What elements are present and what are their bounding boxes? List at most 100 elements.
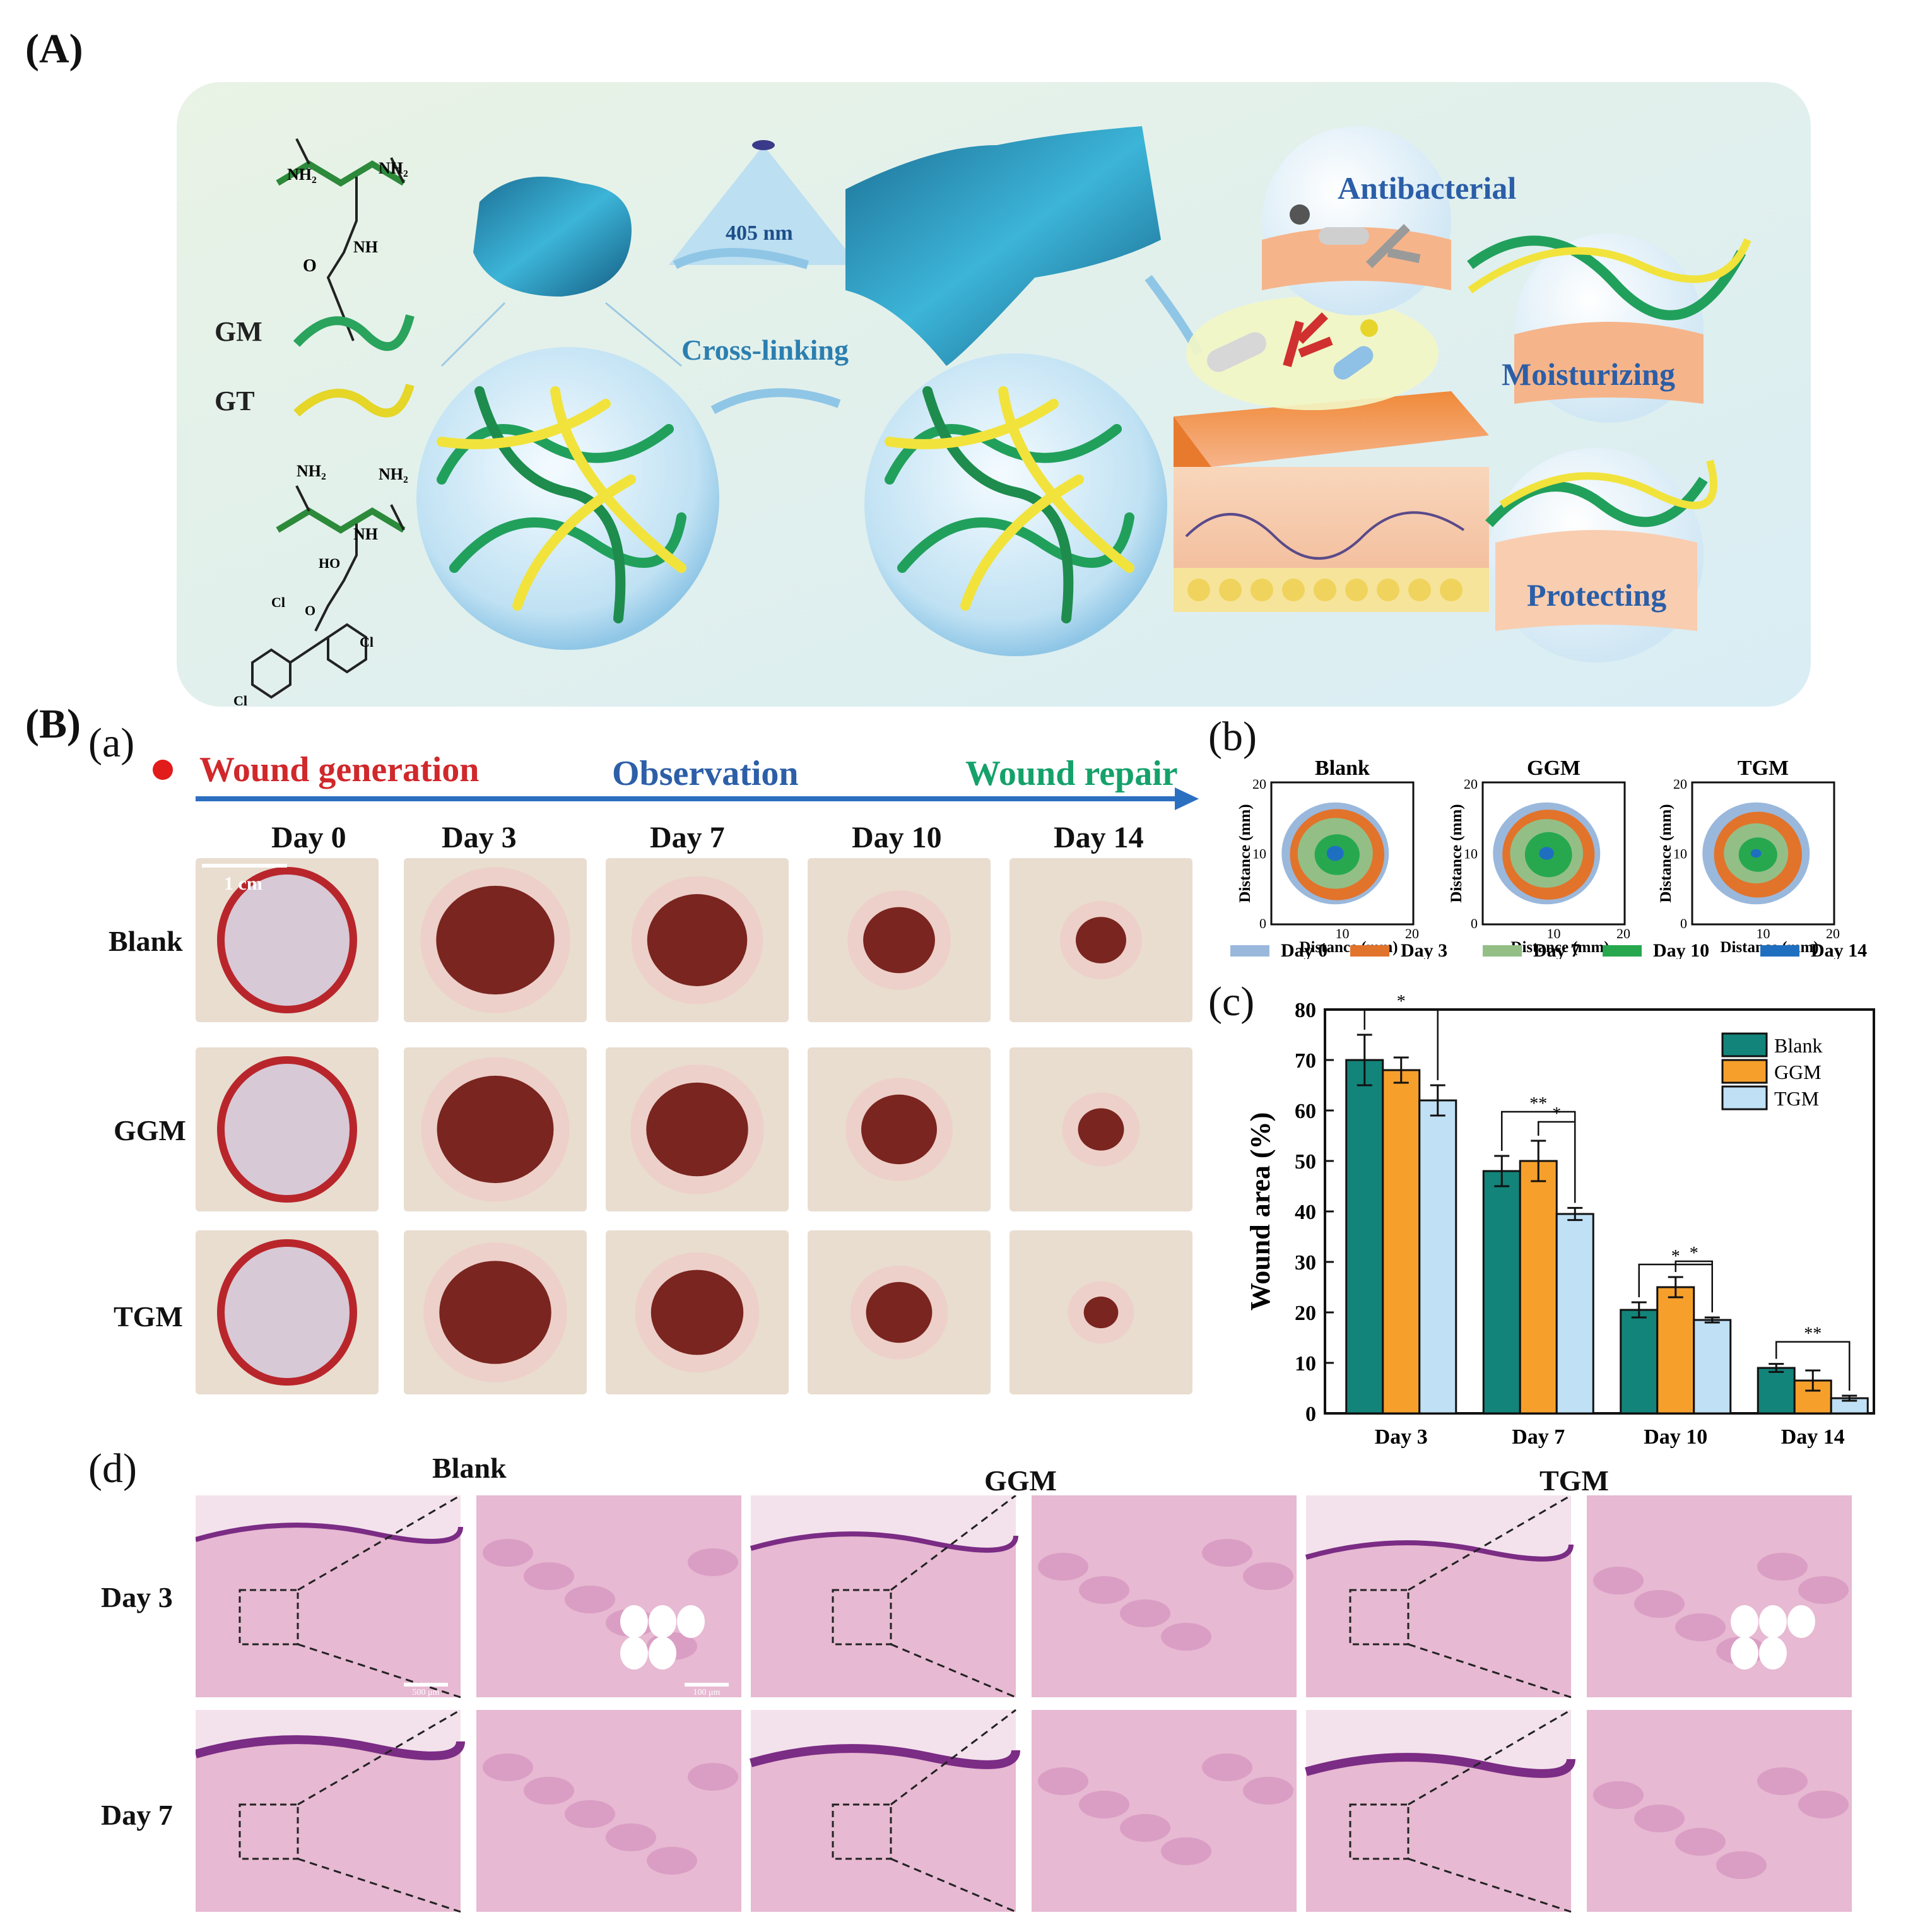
trace-y-label: Distance (mm) [1237, 804, 1254, 902]
amine-label: NH [353, 525, 378, 543]
atom-label: O [303, 256, 317, 276]
legend-label: Day 10 [1653, 940, 1709, 959]
cell-cluster [524, 1777, 574, 1805]
zoom-connector [1408, 1643, 1572, 1699]
row-label-blank: Blank [109, 925, 183, 957]
epidermis-layer [1305, 1753, 1575, 1778]
cell-cluster [1634, 1590, 1685, 1618]
cell-cluster [1161, 1623, 1211, 1651]
significance-mark: * [1552, 1104, 1561, 1124]
legend-label: TGM [1774, 1087, 1819, 1110]
trace-tick: 10 [1757, 926, 1770, 941]
tissue-section [1306, 1543, 1571, 1697]
wound-mark [1076, 917, 1126, 963]
column-label-day7: Day 7 [650, 821, 725, 854]
timeline: Wound generation Observation Wound repai… [153, 750, 1199, 810]
histology-zoom [476, 1495, 741, 1697]
cell-cluster [647, 1847, 697, 1875]
y-tick-label: 30 [1295, 1251, 1316, 1275]
legend-label: Day 0 [1281, 940, 1327, 959]
trace-tick: 20 [1464, 776, 1478, 792]
wound-mark [646, 1082, 748, 1177]
crosslinked-network-bubble [864, 353, 1167, 656]
x-tick-label: Day 3 [1375, 1425, 1428, 1449]
light-beam [669, 145, 858, 265]
scale-bar-label: 100 μm [693, 1688, 721, 1697]
trace-tick: 10 [1547, 926, 1561, 941]
cell-cluster [1716, 1851, 1767, 1879]
histology-images: 500 μm 100 μm [196, 1495, 1852, 1913]
significance-mark: ** [1804, 1324, 1822, 1344]
row-label-ggm: GGM [114, 1114, 186, 1146]
cell-cluster [1079, 1791, 1129, 1818]
zoom-connector [890, 1858, 1016, 1913]
tissue-section [751, 1748, 1016, 1912]
tissue-section [196, 1525, 461, 1697]
trace-y-label: Distance (mm) [1657, 804, 1675, 902]
cell-cluster [1079, 1576, 1129, 1604]
row-label-tgm: TGM [114, 1300, 183, 1333]
legend-label: Day 14 [1811, 940, 1867, 959]
trace-tick: 10 [1464, 846, 1478, 862]
amine-label: NH₂ [297, 462, 326, 480]
cell-cluster [565, 1586, 615, 1613]
cell-cluster [1675, 1828, 1726, 1856]
scale-bar-label: 1 cm [224, 873, 262, 894]
cell-cluster [1675, 1613, 1726, 1641]
histology-group-tgm: TGM [1539, 1464, 1609, 1497]
cell-cluster [565, 1800, 615, 1828]
trace-tick: 20 [1252, 776, 1266, 792]
y-tick-label: 40 [1295, 1201, 1316, 1224]
bar [1693, 1319, 1732, 1415]
bar [1382, 1069, 1421, 1415]
crosslinked-gel [845, 126, 1161, 366]
atom-label: O [305, 603, 315, 618]
cell-cluster [606, 1823, 656, 1851]
epidermis-layer [750, 1744, 1020, 1769]
legend-swatch [1603, 945, 1642, 957]
cell-cluster [483, 1539, 533, 1567]
y-tick-label: 0 [1305, 1403, 1316, 1426]
trace-y-label: Distance (mm) [1448, 804, 1465, 902]
adipocyte [677, 1605, 705, 1638]
bar [1620, 1309, 1659, 1415]
trace-tick: 20 [1405, 926, 1419, 941]
adipocyte [1731, 1637, 1758, 1670]
adipocyte [620, 1637, 648, 1670]
trace-tick: 20 [1673, 776, 1687, 792]
zoom-connector [890, 1643, 1016, 1699]
amine-label: NH [353, 238, 378, 256]
trace-title: TGM [1738, 757, 1789, 780]
cell-cluster [1202, 1539, 1252, 1567]
trace-contour [1326, 845, 1344, 861]
precursor-gel [473, 177, 632, 297]
epidermis-layer [196, 1523, 463, 1544]
histology-zoom [1032, 1495, 1297, 1697]
wound-photos: 1 cm [196, 858, 1192, 1394]
trace-tick: 10 [1252, 846, 1266, 862]
cell-cluster [1757, 1767, 1808, 1795]
y-tick-label: 20 [1295, 1302, 1316, 1325]
bar [1418, 1099, 1457, 1415]
wound-mark [217, 1056, 357, 1203]
amine-label: NH₂ [379, 465, 408, 483]
atom-label: Cl [271, 594, 285, 610]
y-axis-label: Wound area (%) [1245, 1112, 1276, 1311]
legend-label: Blank [1774, 1034, 1822, 1057]
cell-cluster [1243, 1777, 1293, 1805]
epidermis-layer [750, 1531, 1018, 1553]
histology-zoom [1587, 1495, 1852, 1697]
histology-zoom [1587, 1710, 1852, 1912]
cell-cluster [1038, 1767, 1088, 1795]
y-tick-label: 80 [1295, 999, 1316, 1022]
trace-tick: 10 [1336, 926, 1350, 941]
trace-tick: 10 [1673, 846, 1687, 862]
zoom-region-box [832, 1803, 892, 1860]
panel-label-b: (b) [1208, 714, 1257, 760]
wavelength-label: 405 nm [726, 221, 793, 245]
zoom-region-box [832, 1589, 892, 1646]
significance-mark: ** [1529, 1094, 1547, 1114]
trace-tick: 0 [1471, 916, 1478, 931]
histology-row-day3: Day 3 [101, 1581, 173, 1613]
function-label-antibacterial: Antibacterial [1338, 170, 1516, 206]
